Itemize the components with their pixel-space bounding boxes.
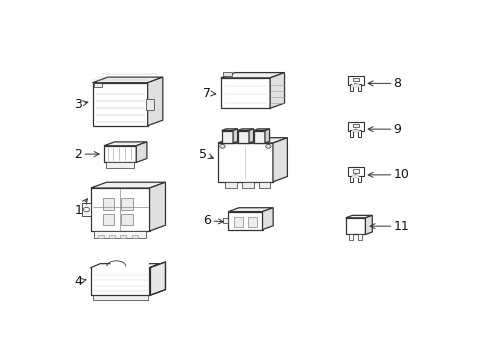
Bar bbox=[352, 78, 359, 81]
Circle shape bbox=[83, 207, 90, 212]
Polygon shape bbox=[93, 83, 147, 126]
Bar bbox=[358, 176, 362, 183]
Bar bbox=[352, 124, 359, 127]
Polygon shape bbox=[91, 182, 166, 188]
Circle shape bbox=[354, 129, 358, 132]
Polygon shape bbox=[104, 146, 136, 162]
Bar bbox=[259, 182, 270, 188]
Bar bbox=[222, 218, 228, 223]
Bar bbox=[352, 84, 359, 87]
Bar bbox=[95, 83, 102, 87]
Circle shape bbox=[354, 83, 358, 86]
Bar bbox=[350, 130, 353, 137]
Bar bbox=[347, 167, 364, 176]
Circle shape bbox=[220, 144, 225, 148]
Bar bbox=[350, 84, 353, 91]
Bar bbox=[121, 214, 133, 225]
Bar bbox=[358, 234, 362, 240]
Polygon shape bbox=[221, 131, 233, 143]
Polygon shape bbox=[233, 129, 238, 143]
Polygon shape bbox=[238, 131, 249, 143]
Polygon shape bbox=[228, 212, 263, 230]
Polygon shape bbox=[136, 142, 147, 162]
Bar bbox=[234, 217, 243, 228]
Text: 6: 6 bbox=[203, 214, 223, 227]
Polygon shape bbox=[104, 142, 147, 146]
Bar bbox=[248, 217, 257, 228]
Bar bbox=[349, 234, 353, 240]
Polygon shape bbox=[366, 215, 372, 234]
Bar bbox=[352, 175, 359, 178]
Bar bbox=[103, 198, 115, 210]
Polygon shape bbox=[345, 215, 372, 218]
Circle shape bbox=[266, 144, 271, 148]
Bar bbox=[82, 203, 91, 216]
Polygon shape bbox=[254, 129, 270, 131]
Polygon shape bbox=[149, 182, 166, 231]
Text: 9: 9 bbox=[368, 123, 401, 136]
Polygon shape bbox=[218, 143, 273, 182]
Bar bbox=[222, 72, 232, 76]
Bar bbox=[121, 235, 126, 238]
Bar bbox=[103, 214, 115, 225]
Bar bbox=[93, 296, 147, 301]
Text: 4: 4 bbox=[74, 275, 86, 288]
Text: 2: 2 bbox=[74, 148, 99, 161]
Polygon shape bbox=[220, 73, 285, 78]
Text: 7: 7 bbox=[203, 87, 216, 100]
Polygon shape bbox=[221, 129, 238, 131]
Bar bbox=[106, 162, 134, 168]
Bar bbox=[242, 182, 254, 188]
Text: 11: 11 bbox=[370, 220, 409, 233]
Polygon shape bbox=[149, 262, 166, 296]
Bar bbox=[121, 198, 133, 210]
Bar bbox=[347, 76, 364, 85]
Bar bbox=[98, 235, 103, 238]
Bar bbox=[347, 122, 364, 131]
Polygon shape bbox=[147, 77, 163, 126]
Polygon shape bbox=[220, 78, 270, 108]
Polygon shape bbox=[273, 138, 288, 182]
Text: 3: 3 bbox=[74, 98, 88, 111]
Text: 8: 8 bbox=[368, 77, 401, 90]
Polygon shape bbox=[228, 208, 273, 212]
Bar bbox=[95, 231, 146, 238]
Polygon shape bbox=[93, 77, 163, 83]
Bar bbox=[225, 182, 237, 188]
Polygon shape bbox=[218, 138, 288, 143]
Text: 5: 5 bbox=[199, 148, 213, 161]
Bar bbox=[352, 130, 359, 132]
Polygon shape bbox=[270, 73, 285, 108]
Bar bbox=[350, 176, 353, 183]
Polygon shape bbox=[254, 131, 265, 143]
Polygon shape bbox=[345, 218, 366, 234]
Bar bbox=[146, 99, 154, 110]
Circle shape bbox=[354, 175, 358, 177]
Text: 1: 1 bbox=[74, 199, 87, 217]
Bar bbox=[358, 130, 362, 137]
Text: 10: 10 bbox=[368, 168, 410, 181]
Polygon shape bbox=[238, 129, 254, 131]
Polygon shape bbox=[91, 188, 149, 231]
Bar bbox=[109, 235, 115, 238]
Polygon shape bbox=[249, 129, 254, 143]
Bar bbox=[132, 235, 138, 238]
Bar bbox=[358, 84, 362, 91]
Polygon shape bbox=[265, 129, 270, 143]
Bar bbox=[352, 170, 359, 173]
Polygon shape bbox=[263, 208, 273, 230]
